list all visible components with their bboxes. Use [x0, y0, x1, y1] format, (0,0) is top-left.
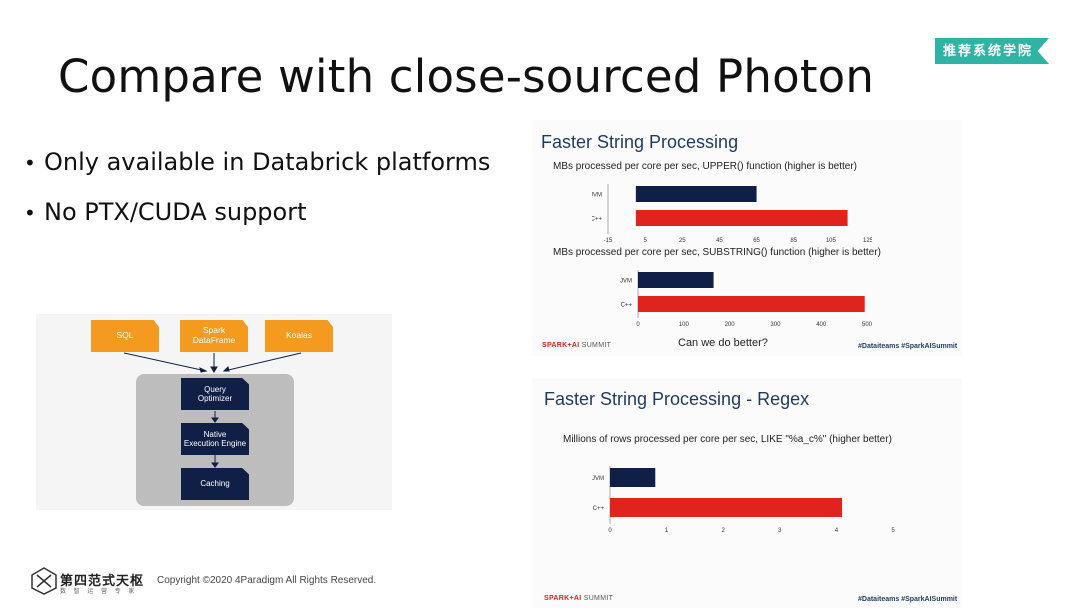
summit-brand: SPARK+AI [544, 595, 582, 602]
x-tick-label: 2 [722, 528, 726, 534]
panel-regex: Faster String Processing - Regex Million… [532, 378, 962, 608]
x-tick-label: 1 [665, 528, 669, 534]
bar-jvm [610, 468, 656, 487]
summit-logo: SPARK+AI SUMMIT [542, 342, 611, 349]
x-tick-label: 300 [770, 322, 781, 328]
category-label: JVM [592, 476, 604, 482]
category-label: JVM [620, 279, 632, 285]
panel-string-processing: Faster String Processing MBs processed p… [532, 120, 962, 356]
summit-logo: SPARK+AI SUMMIT [544, 595, 613, 602]
x-tick-label: 3 [778, 528, 782, 534]
hashtags: #Dataiteams #SparkAISummit [858, 596, 958, 603]
question-text: Can we do better? [678, 337, 768, 349]
x-tick-label: 5 [891, 528, 895, 534]
slide-title: Compare with close-sourced Photon [58, 50, 875, 103]
category-label: C++ [592, 217, 602, 223]
x-tick-label: 5 [643, 238, 647, 244]
bar-cpp [610, 498, 843, 517]
category-label: C++ [593, 506, 605, 512]
stage-caching: Caching [181, 468, 249, 500]
arrow-koalas [223, 352, 302, 372]
chart-title-substring: MBs processed per core per sec, SUBSTRIN… [553, 247, 881, 258]
stage-query-optimizer: Query Optimizer [181, 378, 249, 410]
arrow-sql [123, 352, 207, 372]
copyright-text: Copyright ©2020 4Paradigm All Rights Res… [157, 575, 377, 586]
chart-title-upper: MBs processed per core per sec, UPPER() … [553, 161, 858, 172]
bullet-dot-icon: • [24, 201, 36, 225]
x-tick-label: 0 [636, 322, 640, 328]
company-logo-subtitle: 数 智 运 营 专 家 [60, 589, 138, 595]
x-tick-label: -15 [604, 238, 613, 244]
x-tick-label: 85 [790, 238, 797, 244]
x-tick-label: 0 [608, 528, 612, 534]
architecture-diagram: SQL Spark DataFrame Koalas Query Optimiz… [36, 314, 392, 510]
bar-jvm [635, 186, 757, 202]
x-tick-label: 125 [863, 238, 872, 244]
summit-brand: SPARK+AI [542, 342, 580, 349]
category-label: JVM [592, 193, 602, 199]
chart-regex: JVM C++ 0 1 2 3 4 5 [592, 466, 895, 534]
summit-suffix: SUMMIT [583, 595, 614, 602]
x-tick-label: 4 [835, 528, 839, 534]
bullet-item: • Only available in Databrick platforms [24, 148, 490, 176]
panel-title: Faster String Processing [541, 132, 739, 152]
bullet-list: • Only available in Databrick platforms •… [24, 148, 490, 248]
chart-title-regex: Millions of rows processed per core per … [563, 434, 892, 445]
x-tick-label: 65 [753, 238, 760, 244]
x-tick-label: 105 [826, 238, 837, 244]
x-tick-label: 45 [716, 238, 723, 244]
bar-jvm [638, 272, 714, 288]
panel-title: Faster String Processing - Regex [544, 389, 810, 409]
source-dataframe: Spark DataFrame [180, 320, 248, 352]
brand-tag: 推荐系统学院 [935, 38, 1049, 64]
summit-suffix: SUMMIT [581, 342, 612, 349]
bullet-text: Only available in Databrick platforms [44, 148, 491, 176]
x-tick-label: 400 [816, 322, 827, 328]
bar-cpp [635, 210, 848, 226]
bullet-text: No PTX/CUDA support [44, 198, 307, 226]
bullet-dot-icon: • [24, 151, 36, 175]
company-logo-icon [31, 567, 57, 595]
chart-substring: JVM C++ 0 100 200 300 400 500 [620, 270, 873, 328]
chart-upper: JVM C++ -15 5 25 45 65 85 105 125 [592, 184, 872, 244]
bar-cpp [638, 296, 865, 312]
x-tick-label: 200 [725, 322, 736, 328]
stage-native-engine: Native Execution Engine [181, 423, 249, 455]
x-tick-label: 25 [679, 238, 686, 244]
hashtags: #Dataiteams #SparkAISummit [858, 343, 958, 350]
bullet-item: • No PTX/CUDA support [24, 198, 490, 226]
x-tick-label: 500 [862, 322, 873, 328]
company-logo-text: 第四范式天枢 [60, 573, 145, 588]
diagram-arrows [123, 352, 302, 468]
x-tick-label: 100 [679, 322, 690, 328]
source-sql: SQL [91, 320, 159, 352]
category-label: C++ [621, 303, 633, 309]
source-koalas: Koalas [265, 320, 333, 352]
